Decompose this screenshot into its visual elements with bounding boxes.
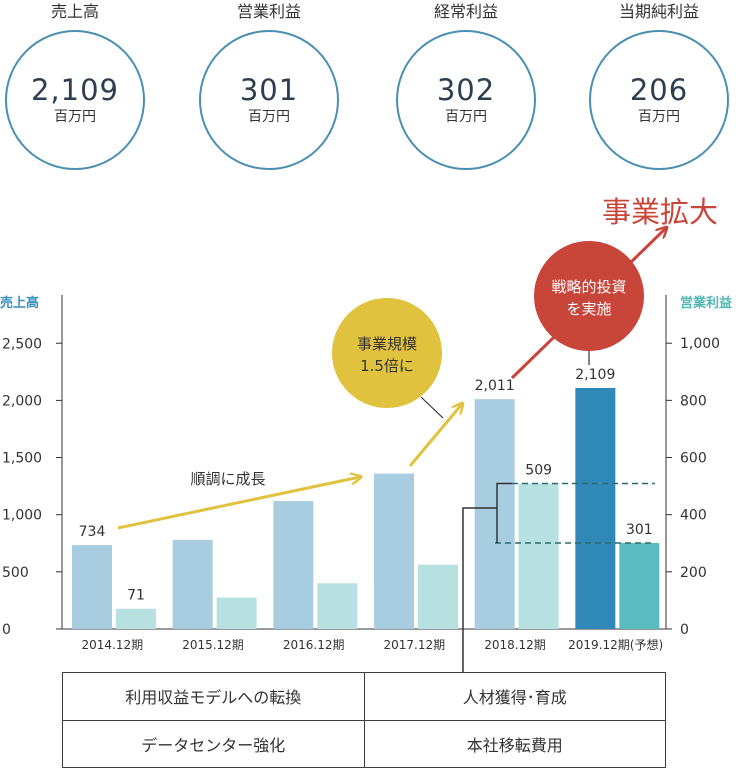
kpi-label: 当期純利益 xyxy=(618,2,699,21)
kpi-unit: 百万円 xyxy=(54,109,96,125)
sales-data-label: 2,109 xyxy=(575,367,615,383)
investment-factors-table: 利用収益モデルへの転換 人材獲得･育成 データセンター強化 本社移転費用 xyxy=(62,672,666,768)
table-cell: 人材獲得･育成 xyxy=(363,672,666,721)
kpi-value: 206 xyxy=(629,73,689,107)
left-axis-title: 売上高 xyxy=(0,295,39,311)
sales-bar xyxy=(374,473,414,629)
profit-data-label: 301 xyxy=(626,522,653,538)
scale-bubble-text: 1.5倍に xyxy=(360,357,414,375)
right-tick-label: 600 xyxy=(680,451,707,467)
profit-data-label: 509 xyxy=(525,463,552,479)
kpi-value: 2,109 xyxy=(30,73,120,107)
right-tick-label: 1,000 xyxy=(680,336,720,352)
sales-bar xyxy=(575,387,616,629)
left-tick-label: 500 xyxy=(2,565,29,581)
kpi-operating-profit: 営業利益 301 百万円 xyxy=(194,0,344,170)
left-tick-label: 0 xyxy=(2,622,11,638)
sales-bar xyxy=(72,545,112,629)
right-axis-title: 営業利益 xyxy=(680,295,732,311)
x-tick-label: 2019.12期(予想) xyxy=(568,637,663,652)
scale-bubble-pointer xyxy=(420,396,444,419)
growth-arrow xyxy=(117,477,360,530)
right-tick-label: 200 xyxy=(680,565,707,581)
profit-bar xyxy=(619,542,660,629)
growth-text: 順調に成長 xyxy=(190,470,265,488)
kpi-circle: 206 百万円 xyxy=(589,30,729,170)
profit-bar xyxy=(418,564,458,629)
scale-bubble-text: 事業規模 xyxy=(357,335,417,353)
table-cell: 利用収益モデルへの転換 xyxy=(62,672,365,721)
profit-bar xyxy=(317,583,358,629)
kpi-unit: 百万円 xyxy=(638,109,680,125)
left-tick-label: 1,000 xyxy=(2,508,42,524)
kpi-net-income: 当期純利益 206 百万円 xyxy=(584,0,734,170)
sales-data-label: 734 xyxy=(79,524,106,540)
kpi-label: 売上高 xyxy=(50,2,99,21)
kpi-label: 営業利益 xyxy=(236,2,301,21)
kpi-value: 302 xyxy=(436,73,496,107)
sales-bar xyxy=(273,500,314,629)
invest-bubble-text: 戦略的投資 xyxy=(551,278,626,296)
kpi-unit: 百万円 xyxy=(248,109,290,125)
x-tick-label: 2018.12期 xyxy=(484,638,546,652)
kpi-value: 301 xyxy=(239,73,299,107)
left-tick-label: 1,500 xyxy=(2,451,42,467)
left-tick-label: 2,000 xyxy=(2,393,42,409)
invest-bubble xyxy=(534,241,644,351)
sales-data-label: 2,011 xyxy=(475,378,515,394)
expansion-text: 事業拡大 xyxy=(602,195,718,229)
profit-data-label: 71 xyxy=(127,588,145,604)
invest-bubble-text: を実施 xyxy=(566,300,611,318)
sales-bar xyxy=(474,399,515,629)
bracket-connector xyxy=(496,482,512,543)
left-tick-label: 2,500 xyxy=(2,336,42,352)
x-tick-label: 2016.12期 xyxy=(283,638,345,652)
bracket-to-table-line xyxy=(462,507,497,672)
profit-bar xyxy=(116,608,156,629)
kpi-circle: 2,109 百万円 xyxy=(5,30,145,170)
table-cell: データセンター強化 xyxy=(62,719,365,768)
right-tick-label: 800 xyxy=(680,393,707,409)
sales-bar xyxy=(172,539,213,629)
x-tick-label: 2014.12期 xyxy=(82,638,144,652)
profit-bar xyxy=(518,483,559,629)
right-tick-label: 400 xyxy=(680,508,707,524)
table-row: データセンター強化 本社移転費用 xyxy=(62,719,666,768)
kpi-sales: 売上高 2,109 百万円 xyxy=(0,0,150,170)
kpi-unit: 百万円 xyxy=(445,109,487,125)
kpi-circle: 302 百万円 xyxy=(396,30,536,170)
scale-bubble xyxy=(332,298,442,408)
kpi-circle: 301 百万円 xyxy=(199,30,339,170)
table-row: 利用収益モデルへの転換 人材獲得･育成 xyxy=(62,672,666,721)
scale-arrow xyxy=(408,404,462,467)
kpi-ordinary-profit: 経常利益 302 百万円 xyxy=(391,0,541,170)
sales-profit-chart: 0 500 1,000 1,500 2,000 2,500 0 200 400 600 800 1,0… xyxy=(0,195,732,672)
profit-bar xyxy=(216,597,257,629)
table-cell: 本社移転費用 xyxy=(363,719,666,768)
right-tick-label: 0 xyxy=(680,622,689,638)
x-tick-label: 2017.12期 xyxy=(384,638,446,652)
kpi-label: 経常利益 xyxy=(433,2,498,21)
x-tick-label: 2015.12期 xyxy=(182,638,244,652)
